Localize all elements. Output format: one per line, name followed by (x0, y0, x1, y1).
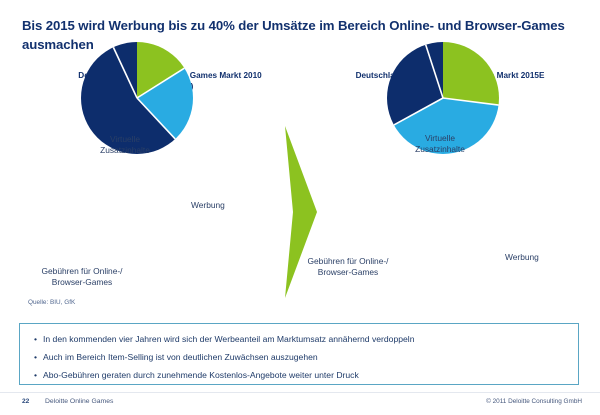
bullet-marker-icon: • (34, 370, 38, 380)
pie-2010-category-label-virtuelle-zusatzinhalte: Virtuelle Zusatzinhalte (78, 134, 172, 156)
footer-copyright: © 2011 Deloitte Consulting GmbH (486, 398, 582, 405)
footer-deck-name: Deloitte Online Games (45, 398, 114, 405)
source-note: Quelle: BIU, GfK (28, 299, 76, 306)
pie-2010-cat1-line2: Zusatzinhalte (100, 145, 150, 155)
key-takeaways-box: • In den kommenden vier Jahren wird sich… (19, 323, 579, 385)
pie-2010-category-label-werbung: Werbung (191, 200, 225, 210)
pie-2015e-slice-label-gebuehren: 28% (392, 220, 412, 231)
list-item: • In den kommenden vier Jahren wird sich… (34, 333, 578, 345)
pie-2010-cat3-line2: Browser-Games (51, 277, 113, 287)
bullet-marker-icon: • (34, 352, 38, 362)
list-item-text: Auch im Bereich Item-Selling ist von deu… (43, 352, 318, 362)
pie-2015e-category-label-werbung: Werbung (505, 252, 539, 262)
pie-2015e-cat1-line1: Virtuelle (424, 133, 456, 143)
pie-2015e-category-label-gebuehren: Gebühren für Online-/ Browser-Games (296, 256, 400, 278)
pie-2015e-slice-label-virtuelle-zusatzinhalte: 32% (432, 163, 452, 174)
page-title: Bis 2015 wird Werbung bis zu 40% der Ums… (22, 18, 565, 52)
pie-2010-slice-label-werbung: 22% (159, 199, 179, 210)
growth-arrow-icon (285, 126, 317, 298)
footer-divider (0, 392, 600, 393)
pie-2010-slice-label-virtuelle-zusatzinhalte: 23% (126, 166, 146, 177)
pie-2010-cat3-line1: Gebühren für Online-/ (41, 266, 123, 276)
list-item-text: In den kommenden vier Jahren wird sich d… (43, 334, 415, 344)
list-item: • Auch im Bereich Item-Selling ist von d… (34, 351, 578, 363)
pie-2015e-slice-label-werbung: 40% (459, 237, 479, 248)
pie-2010-cat1-line1: Virtuelle (109, 134, 141, 144)
pie-2010-slice-label-gebuehren: 55% (97, 244, 117, 255)
pie-2015e-cat1-line2: Zusatzinhalte (415, 144, 465, 154)
list-item-text: Abo-Gebühren geraten durch zunehmende Ko… (43, 370, 359, 380)
pie-2010-category-label-gebuehren: Gebühren für Online-/ Browser-Games (22, 266, 142, 288)
bullet-marker-icon: • (34, 334, 38, 344)
pie-2015e-cat3-line2: Browser-Games (317, 267, 379, 277)
pie-2015e-cat3-line1: Gebühren für Online-/ (307, 256, 389, 266)
footer-page-number: 22 (22, 398, 30, 405)
pie-2015e-category-label-virtuelle-zusatzinhalte: Virtuelle Zusatzinhalte (390, 133, 490, 155)
list-item: • Abo-Gebühren geraten durch zunehmende … (34, 369, 578, 381)
